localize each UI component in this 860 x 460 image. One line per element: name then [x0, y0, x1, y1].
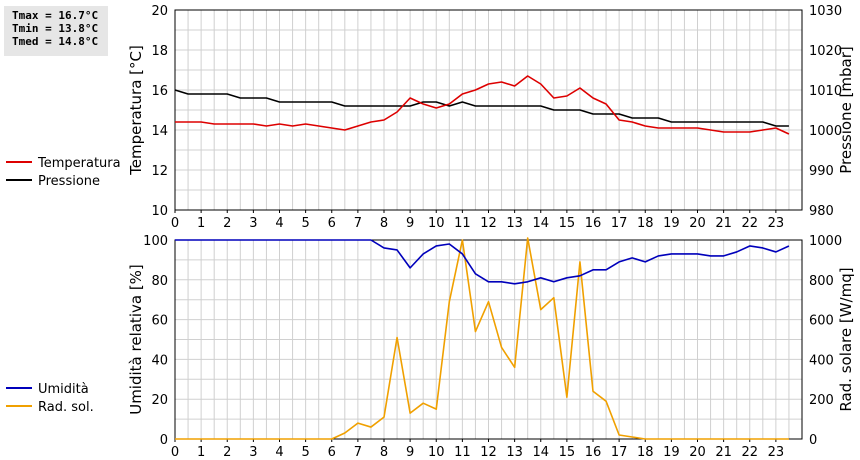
y-left-tick-label: 0 — [160, 433, 168, 448]
y-left-tick-label: 18 — [151, 44, 168, 59]
x-tick-label: 6 — [328, 445, 336, 460]
legend-label: Rad. sol. — [38, 400, 94, 415]
x-tick-label: 3 — [249, 445, 257, 460]
y-right-tick-label: 1030 — [809, 4, 842, 19]
x-tick-label: 15 — [559, 216, 576, 231]
x-tick-label: 5 — [301, 445, 309, 460]
y-left-tick-label: 20 — [151, 393, 168, 408]
x-tick-label: 10 — [428, 216, 445, 231]
x-tick-label: 23 — [768, 216, 785, 231]
y-left-tick-label: 20 — [151, 4, 168, 19]
y-left-tick-label: 100 — [143, 234, 168, 249]
x-tick-label: 14 — [532, 216, 549, 231]
x-tick-label: 1 — [197, 216, 205, 231]
stats-box: Tmax = 16.7°C Tmin = 13.8°C Tmed = 14.8°… — [4, 6, 108, 56]
x-tick-label: 0 — [171, 445, 179, 460]
y-left-tick-label: 10 — [151, 204, 168, 219]
humidity-radiation-chart: 0 1 2 3 4 5 6 7 8 9 10 11 12 13 14 15 16 17 18 19 20 21 22 2302… — [6, 234, 855, 460]
x-tick-label: 7 — [354, 216, 362, 231]
x-tick-label: 22 — [741, 216, 758, 231]
x-tick-label: 9 — [406, 445, 414, 460]
x-tick-label: 6 — [328, 216, 336, 231]
legend-label: Pressione — [38, 174, 100, 189]
y-right-tick-label: 0 — [809, 433, 817, 448]
x-tick-label: 21 — [715, 445, 732, 460]
series-line-rad-sol — [175, 237, 789, 440]
y-right-tick-label: 1010 — [809, 84, 842, 99]
y-left-tick-label: 80 — [151, 274, 168, 289]
y-left-tick-label: 12 — [151, 164, 168, 179]
x-tick-label: 14 — [532, 445, 549, 460]
y-left-tick-label: 40 — [151, 353, 168, 368]
x-tick-label: 11 — [454, 445, 471, 460]
x-tick-label: 13 — [506, 445, 523, 460]
series-line-umidit — [175, 239, 790, 285]
x-tick-label: 4 — [275, 216, 283, 231]
y-right-axis-label: Pressione [mbar] — [837, 46, 855, 174]
legend-label: Temperatura — [37, 156, 121, 171]
x-tick-label: 19 — [663, 216, 680, 231]
y-left-tick-label: 60 — [151, 314, 168, 329]
tmax-text: Tmax = 16.7°C — [12, 9, 99, 22]
temperature-pressure-chart: 0 1 2 3 4 5 6 7 8 9 10 11 12 13 14 15 16 17 18 19 20 21 22 2310… — [6, 4, 855, 231]
y-right-tick-label: 400 — [809, 353, 834, 368]
y-left-axis-label: Temperatura [°C] — [127, 45, 145, 176]
x-tick-label: 19 — [663, 445, 680, 460]
tmed-text: Tmed = 14.8°C — [12, 35, 99, 48]
series-line-temperatura — [175, 75, 790, 135]
tmin-text: Tmin = 13.8°C — [12, 22, 99, 35]
x-tick-label: 16 — [585, 216, 602, 231]
x-tick-label: 18 — [637, 445, 654, 460]
y-right-tick-label: 1000 — [809, 124, 842, 139]
x-tick-label: 10 — [428, 445, 445, 460]
y-right-tick-label: 600 — [809, 314, 834, 329]
x-tick-label: 18 — [637, 216, 654, 231]
y-left-axis-label: Umidità relativa [%] — [127, 264, 145, 415]
y-right-tick-label: 200 — [809, 393, 834, 408]
y-left-tick-label: 14 — [151, 124, 168, 139]
x-tick-label: 13 — [506, 216, 523, 231]
legend-label: Umidità — [38, 382, 89, 397]
x-tick-label: 0 — [171, 216, 179, 231]
x-tick-label: 21 — [715, 216, 732, 231]
x-tick-label: 17 — [611, 216, 628, 231]
x-tick-label: 17 — [611, 445, 628, 460]
y-right-axis-label: Rad. solare [W/mq] — [837, 267, 855, 411]
x-tick-label: 11 — [454, 216, 471, 231]
x-tick-label: 4 — [275, 445, 283, 460]
x-tick-label: 2 — [223, 216, 231, 231]
y-right-tick-label: 990 — [809, 164, 834, 179]
x-tick-label: 3 — [249, 216, 257, 231]
x-tick-label: 15 — [559, 445, 576, 460]
y-right-tick-label: 980 — [809, 204, 834, 219]
x-tick-label: 23 — [768, 445, 785, 460]
y-right-tick-label: 1020 — [809, 44, 842, 59]
x-tick-label: 8 — [380, 216, 388, 231]
series-line-pressione — [174, 89, 789, 127]
x-tick-label: 12 — [480, 216, 497, 231]
x-tick-label: 7 — [354, 445, 362, 460]
x-tick-label: 5 — [301, 216, 309, 231]
x-tick-label: 9 — [406, 216, 414, 231]
x-tick-label: 8 — [380, 445, 388, 460]
x-tick-label: 22 — [741, 445, 758, 460]
x-tick-label: 12 — [480, 445, 497, 460]
x-tick-label: 20 — [689, 216, 706, 231]
y-right-tick-label: 1000 — [809, 234, 842, 249]
x-tick-label: 20 — [689, 445, 706, 460]
x-tick-label: 2 — [223, 445, 231, 460]
x-tick-label: 16 — [585, 445, 602, 460]
y-left-tick-label: 16 — [151, 84, 168, 99]
x-tick-label: 1 — [197, 445, 205, 460]
y-right-tick-label: 800 — [809, 274, 834, 289]
